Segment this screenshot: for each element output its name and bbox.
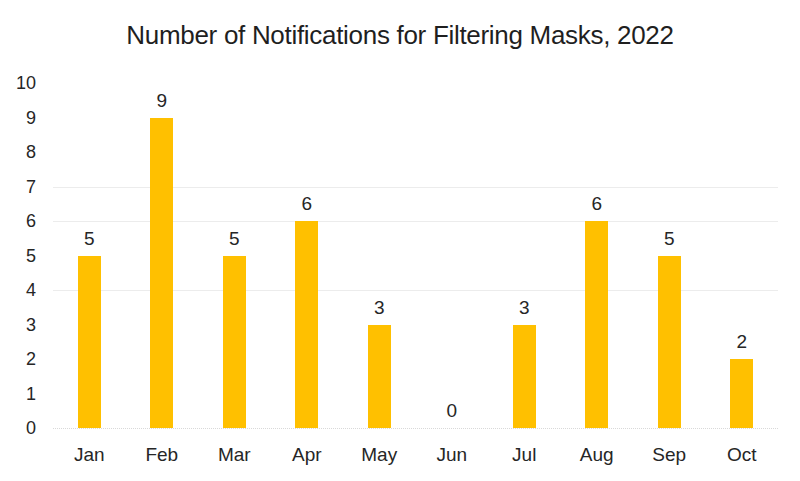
- x-tick-label: Sep: [639, 444, 699, 466]
- y-tick-label: 1: [0, 384, 36, 404]
- bar: [295, 221, 318, 428]
- x-tick-label: May: [349, 444, 409, 466]
- bar: [658, 256, 681, 429]
- x-tick-label: Apr: [277, 444, 337, 466]
- y-tick-label: 7: [0, 177, 36, 197]
- bar-value-label: 5: [209, 229, 259, 249]
- bar: [223, 256, 246, 429]
- x-axis-line: [53, 428, 778, 429]
- x-tick-label: Jun: [422, 444, 482, 466]
- bar-value-label: 0: [427, 401, 477, 421]
- bar: [730, 359, 753, 428]
- bar-value-label: 3: [499, 298, 549, 318]
- y-tick-label: 10: [0, 73, 36, 93]
- y-tick-label: 9: [0, 108, 36, 128]
- y-tick-label: 3: [0, 315, 36, 335]
- bar-value-label: 5: [64, 229, 114, 249]
- bar: [368, 325, 391, 429]
- bar-value-label: 9: [137, 91, 187, 111]
- bar-value-label: 5: [644, 229, 694, 249]
- y-tick-label: 0: [0, 418, 36, 438]
- y-tick-label: 8: [0, 142, 36, 162]
- x-tick-label: Oct: [712, 444, 772, 466]
- bar-chart: Number of Notifications for Filtering Ma…: [0, 0, 800, 481]
- bar: [513, 325, 536, 429]
- x-tick-label: Jan: [59, 444, 119, 466]
- bar: [585, 221, 608, 428]
- bar-value-label: 6: [282, 194, 332, 214]
- y-tick-label: 2: [0, 349, 36, 369]
- x-tick-label: Jul: [494, 444, 554, 466]
- y-tick-label: 4: [0, 280, 36, 300]
- chart-title: Number of Notifications for Filtering Ma…: [0, 20, 800, 51]
- x-tick-label: Feb: [132, 444, 192, 466]
- x-tick-label: Aug: [567, 444, 627, 466]
- bar-value-label: 6: [572, 194, 622, 214]
- y-tick-label: 5: [0, 246, 36, 266]
- bar-value-label: 3: [354, 298, 404, 318]
- bar: [78, 256, 101, 429]
- bar-value-label: 2: [717, 332, 767, 352]
- y-tick-label: 6: [0, 211, 36, 231]
- x-tick-label: Mar: [204, 444, 264, 466]
- bar: [150, 118, 173, 429]
